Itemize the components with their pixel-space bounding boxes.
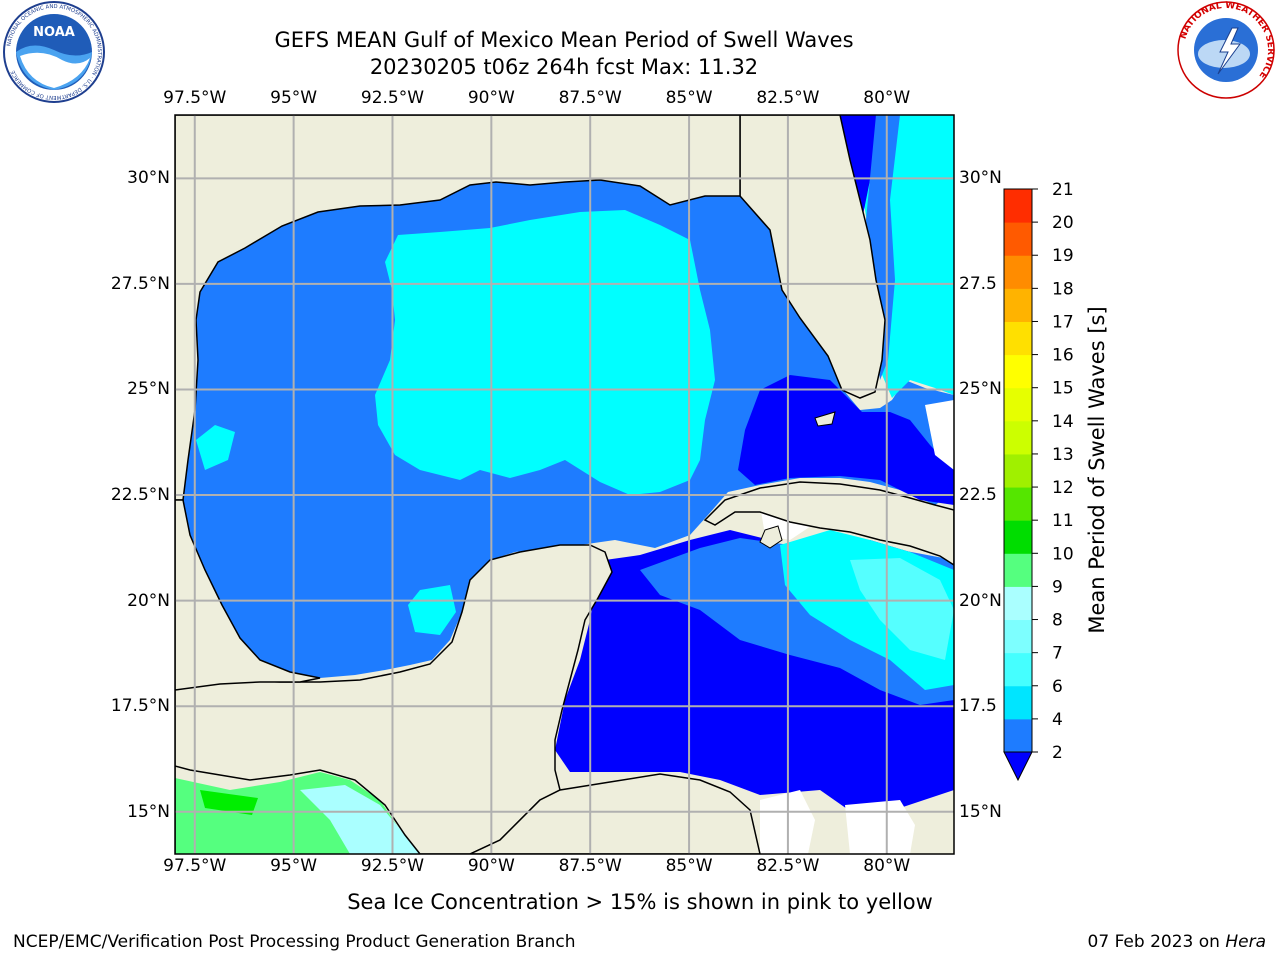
noaa-logo: NOAA NATIONAL OCEANIC AND ATMOSPHERIC AD… <box>3 1 105 103</box>
colorbar-tick-label: 8 <box>1052 611 1063 631</box>
colorbar-segment <box>1004 288 1032 322</box>
lon-tick-top: 87.5°W <box>558 88 622 108</box>
lat-tick-right: 20°N <box>959 590 1002 611</box>
sea-ice-caption: Sea Ice Concentration > 15% is shown in … <box>347 890 933 914</box>
pacific-swell-light <box>300 785 420 854</box>
nws-logo: NATIONAL WEATHER SERVICE <box>1177 1 1275 99</box>
colorbar-tick-label: 11 <box>1052 511 1074 531</box>
western-gulf-swell <box>196 425 235 470</box>
colorbar-label: Mean Period of Swell Waves [s] <box>1085 306 1109 634</box>
colorbar-tick-label: 15 <box>1052 379 1074 399</box>
colorbar-tick-label: 4 <box>1052 710 1063 730</box>
lon-tick-bottom: 80°W <box>863 856 911 876</box>
lat-tick-right: 15°N <box>959 801 1002 822</box>
lon-tick-bottom: 97.5°W <box>163 856 227 876</box>
colorbar-segment <box>1004 354 1032 389</box>
lat-tick-right: 27.5 <box>959 273 997 294</box>
colorbar-segment <box>1004 387 1032 422</box>
map-gridlines <box>175 115 954 854</box>
central-america <box>469 773 761 854</box>
mexico-west-coast <box>175 499 321 691</box>
lat-tick-left: 22.5°N <box>110 485 170 506</box>
no-data-patch-2 <box>845 800 915 854</box>
colorbar-segment <box>1004 420 1032 455</box>
lat-tick-right: 30°N <box>959 168 1002 189</box>
colorbar-segment <box>1004 619 1032 654</box>
lat-tick-left: 25°N <box>127 379 170 400</box>
colorbar-tick-label: 14 <box>1052 412 1074 432</box>
lat-tick-right: 22.5 <box>959 485 997 506</box>
colorbar-segment <box>1004 222 1032 256</box>
colorbar-tick-label: 21 <box>1052 180 1074 200</box>
lon-tick-top: 85°W <box>665 88 713 108</box>
lon-tick-bottom: 95°W <box>270 856 318 876</box>
lon-tick-top: 82.5°W <box>756 88 820 108</box>
lon-tick-bottom: 85°W <box>665 856 713 876</box>
map-frame <box>174 114 955 855</box>
colorbar-tick-label: 2 <box>1052 743 1063 763</box>
map-title: GEFS MEAN Gulf of Mexico Mean Period of … <box>274 28 854 52</box>
colorbar-tick-label: 9 <box>1052 577 1063 597</box>
lon-tick-bottom: 87.5°W <box>558 856 622 876</box>
lon-tick-top: 92.5°W <box>360 88 425 108</box>
colorbar-tick-label: 6 <box>1052 677 1063 697</box>
colorbar-segment <box>1004 321 1032 356</box>
lon-tick-top: 80°W <box>863 88 911 108</box>
central-gulf-swell <box>375 210 715 495</box>
date-text: 07 Feb 2023 on <box>1087 932 1226 952</box>
yucatan-channel-swell <box>408 585 456 635</box>
florida-straits-swell <box>738 375 954 505</box>
bahamas <box>814 411 836 427</box>
isla-de-la-juventud <box>759 525 783 549</box>
lat-tick-left: 27.5°N <box>110 273 170 294</box>
lon-tick-bottom: 90°W <box>467 856 515 876</box>
lat-tick-left: 17.5°N <box>110 696 170 717</box>
colorbar-frame <box>1003 188 1033 753</box>
colorbar-segment <box>1004 189 1032 223</box>
colorbar-segment <box>1004 520 1032 554</box>
lat-tick-right: 25°N <box>959 379 1002 400</box>
colorbar: 2 4 6 7 8 9 10 11 12 13 14 15 16 17 18 19 20 21 <box>1003 180 1074 782</box>
colorbar-tick-label: 7 <box>1052 644 1063 664</box>
colorbar-tick-label: 19 <box>1052 246 1074 266</box>
date-stamp: 07 Feb 2023 on Hera <box>1088 932 1266 952</box>
cuba <box>703 481 954 566</box>
colorbar-tick-label: 17 <box>1052 312 1074 332</box>
lat-tick-left: 15°N <box>127 801 170 822</box>
colorbar-tick-label: 13 <box>1052 445 1074 465</box>
colorbar-segment <box>1004 652 1032 687</box>
map-area <box>175 115 954 854</box>
lat-tick-left: 20°N <box>127 590 170 611</box>
colorbar-tick-label: 16 <box>1052 346 1074 366</box>
no-data-patch-3 <box>925 400 954 470</box>
colorbar-tick-label: 12 <box>1052 478 1074 498</box>
noaa-logo-text: NOAA <box>33 25 75 40</box>
lon-tick-top: 97.5°W <box>163 88 227 108</box>
lon-tick-bottom: 92.5°W <box>360 856 425 876</box>
caribbean-swell-lighter <box>850 558 954 660</box>
lon-tick-bottom: 82.5°W <box>756 856 820 876</box>
colorbar-segment <box>1004 255 1032 289</box>
lat-tick-left: 30°N <box>127 168 170 189</box>
host-name: Hera <box>1225 932 1266 952</box>
colorbar-segment <box>1004 453 1032 488</box>
colorbar-segment <box>1004 553 1032 587</box>
pacific-swell-green <box>200 790 258 815</box>
colorbar-tick-label: 18 <box>1052 279 1074 299</box>
colorbar-segment <box>1004 685 1032 720</box>
colorbar-tick-label: 20 <box>1052 213 1074 233</box>
lat-tick-right: 17.5 <box>959 696 997 717</box>
florida-peninsula <box>739 115 886 399</box>
colorbar-tick-label: 10 <box>1052 544 1074 564</box>
colorbar-extend-arrow <box>1003 751 1033 782</box>
colorbar-segment <box>1004 718 1032 753</box>
lon-tick-top: 95°W <box>270 88 318 108</box>
credit-line: NCEP/EMC/Verification Post Processing Pr… <box>13 932 576 952</box>
map-subtitle: 20230205 t06z 264h fcst Max: 11.32 <box>369 55 759 79</box>
colorbar-segment <box>1004 586 1032 621</box>
lon-tick-top: 90°W <box>467 88 515 108</box>
colorbar-segment <box>1004 487 1032 521</box>
